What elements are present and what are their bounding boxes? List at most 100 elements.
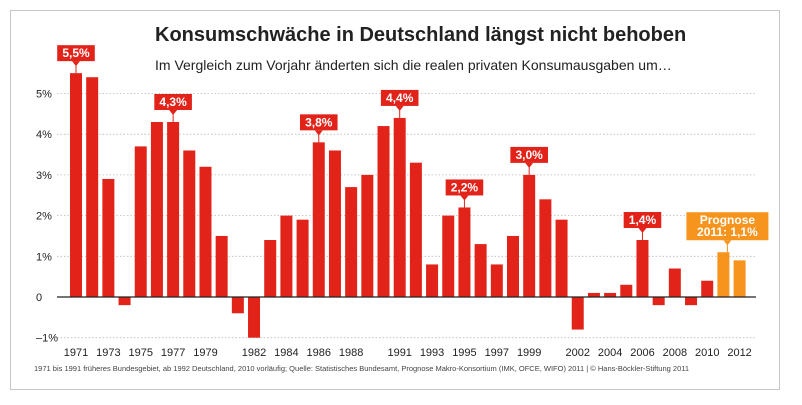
bar-1975 [134,146,147,297]
callout-box [623,212,662,229]
chart-subtitle: Im Vergleich zum Vorjahr änderten sich d… [155,57,672,73]
data-label: 4,4% [386,91,414,105]
y-tick-label: 3% [36,170,52,182]
x-tick-label: 1997 [485,347,509,359]
bar-1971 [70,73,82,298]
y-tick-label: 5% [36,89,52,101]
callout-1971: 5,5% [57,45,95,74]
x-tick-label: 2008 [663,347,687,359]
y-tick-label: 0 [36,292,42,304]
data-label: 2011: 1,1% [697,225,758,239]
x-tick-label: 2006 [630,347,654,359]
x-tick-label: 2010 [695,347,719,359]
bar-1998 [506,235,519,297]
bar-1997 [490,264,503,297]
bar-1990 [377,126,390,297]
x-tick-label: 1977 [161,347,185,359]
x-tick-label: 2002 [565,347,589,359]
bar-1985 [296,219,309,297]
callout-pointer [525,162,534,168]
x-tick-label: 1995 [452,347,476,359]
y-tick-label: 4% [36,129,52,141]
callout-box [380,89,419,106]
bar-2000 [539,199,552,297]
callout-1995: 2,2% [445,179,484,208]
bar-1988 [345,187,358,297]
bar-1981 [231,297,244,314]
bar-1995 [458,207,471,297]
callout-box [57,45,95,62]
bar-1978 [183,150,196,297]
forecast-bar-2011 [717,252,730,297]
x-tick-label: 1984 [274,347,298,359]
y-tick-label: 2% [36,211,52,223]
bar-1983 [264,240,277,297]
callout-pointer [638,228,647,234]
x-tick-label: 1975 [128,347,152,359]
chart-title: Konsumschwäche in Deutschland längst nic… [155,24,687,46]
data-label: 3,0% [516,148,544,162]
callout-pointer [169,109,178,115]
forecast-bar-2012 [733,260,746,297]
bar-1974 [118,297,131,306]
bar-1972 [86,77,99,297]
callout-box [299,114,338,131]
x-tick-label: 1971 [64,347,88,359]
data-label: 1,4% [629,213,657,227]
callout-1991: 4,4% [380,89,419,118]
bar-1994 [442,215,455,297]
x-tick-label: 2012 [727,347,751,359]
callout-box [686,212,769,241]
bar-2010 [701,280,714,297]
callout-1977: 4,3% [154,93,192,122]
bar-2008 [668,268,681,297]
x-tick-label: 1988 [339,347,363,359]
callout-pointer [72,61,80,67]
x-tick-label: 1973 [96,347,120,359]
bar-1996 [474,244,487,297]
callout-box [154,93,192,110]
callout-2006: 1,4% [623,212,662,241]
bar-1992 [409,162,422,297]
x-tick-label: 1979 [193,347,217,359]
callout-box [445,179,484,196]
data-label: Prognose [700,213,756,227]
data-label: 4,3% [159,95,187,109]
bar-2001 [555,219,568,297]
callout-pointer [723,240,732,246]
bar-1982 [248,297,261,338]
x-tick-label: 1986 [307,347,331,359]
callout-pointer [460,195,469,201]
callout-pointer [395,105,404,111]
bar-1993 [426,264,439,297]
bar-1986 [312,142,325,297]
x-tick-label: 1991 [387,347,411,359]
x-tick-label: 1993 [420,347,444,359]
bar-1987 [328,150,341,297]
y-tick-label: –1% [36,333,58,345]
x-tick-label: 1999 [517,347,541,359]
bar-1984 [280,215,293,297]
y-tick-label: 1% [36,251,52,263]
label-layer: 5,5% 4,3% 3,8% 4,4% 2,2% 3,0% 1,4% Prognose2011… [57,45,769,253]
bar-2003 [587,292,600,297]
callout-1986: 3,8% [299,114,338,143]
x-tick-label: 1982 [242,347,266,359]
bar-1989 [361,174,374,297]
bar-2004 [604,292,617,297]
callout-pointer [314,130,323,136]
data-label: 3,8% [305,115,333,129]
bar-2009 [685,297,698,306]
bar-2005 [620,284,633,297]
data-label: 5,5% [62,46,90,60]
bar-1991 [393,117,406,297]
bar-1979 [199,166,212,297]
source-note: 1971 bis 1991 früheres Bundesgebiet, ab … [34,364,690,373]
bar-2007 [652,297,665,306]
bar-1999 [523,174,536,297]
callout-box [510,146,548,163]
bar-2006 [636,240,649,297]
bar-layer [70,73,746,338]
